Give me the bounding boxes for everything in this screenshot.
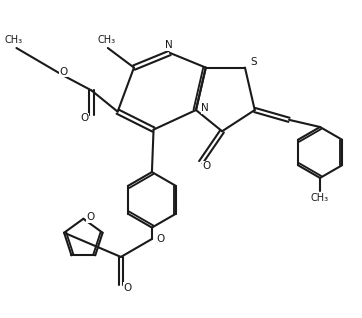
Text: CH₃: CH₃ [311, 193, 329, 203]
Text: N: N [165, 40, 173, 50]
Text: O: O [60, 67, 68, 77]
Text: O: O [80, 113, 88, 123]
Text: O: O [203, 161, 211, 171]
Text: N: N [201, 103, 209, 114]
Text: CH₃: CH₃ [97, 35, 115, 45]
Text: S: S [250, 57, 257, 67]
Text: O: O [156, 234, 164, 244]
Text: CH₃: CH₃ [4, 35, 22, 45]
Text: O: O [123, 283, 131, 293]
Text: O: O [87, 212, 95, 222]
